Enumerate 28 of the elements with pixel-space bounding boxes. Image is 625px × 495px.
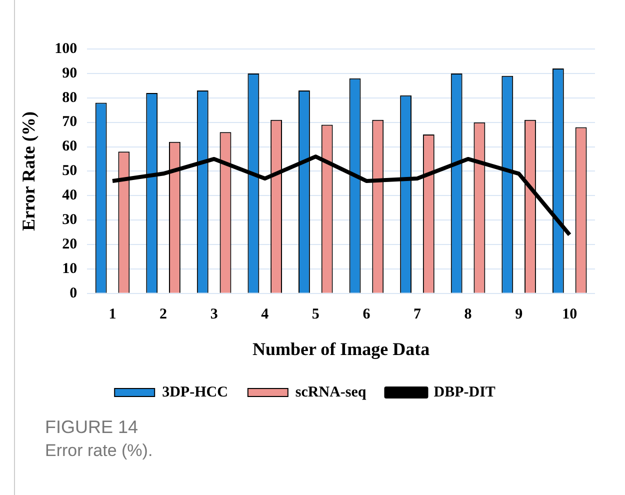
y-tick-label: 80	[62, 90, 78, 106]
y-tick-label: 90	[62, 65, 78, 82]
x-tick-label: 7	[413, 306, 422, 322]
x-tick-label: 1	[108, 306, 116, 322]
legend-label: DBP-DIT	[434, 384, 496, 400]
x-axis-title: Number of Image Data	[252, 338, 430, 359]
x-tick-label: 2	[160, 306, 168, 322]
legend-label: scRNA-seq	[295, 384, 367, 400]
x-tick-label: 9	[515, 306, 523, 322]
x-tick-label: 4	[261, 306, 270, 322]
y-tick-label: 0	[70, 285, 78, 302]
x-tick-label: 6	[362, 306, 371, 322]
text: Error rate (%).	[45, 440, 153, 462]
y-tick-label: 100	[54, 40, 78, 57]
y-tick-label: 50	[62, 163, 78, 180]
y-tick-label: 30	[62, 212, 78, 228]
y-tick-label: 40	[62, 188, 78, 204]
y-tick-label: 10	[62, 260, 78, 277]
x-tick-label: 10	[562, 306, 578, 322]
x-tick-label: 8	[464, 306, 472, 322]
legend-label: 3DP-HCC	[162, 384, 228, 400]
y-tick-label: 20	[62, 236, 78, 252]
y-axis-title: Error Rate (%)	[18, 112, 38, 231]
caption: FIGURE 14	[45, 416, 140, 439]
x-tick-label: 3	[210, 306, 218, 322]
x-tick-label: 5	[312, 306, 320, 322]
y-tick-label: 70	[62, 114, 78, 130]
y-tick-label: 60	[62, 138, 78, 155]
